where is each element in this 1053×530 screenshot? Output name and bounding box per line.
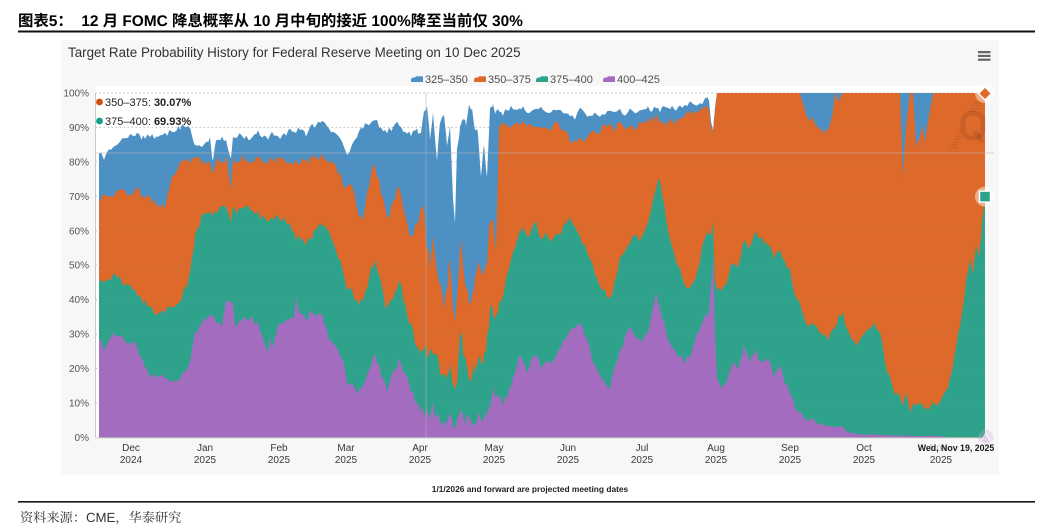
svg-text:10%: 10% [69, 399, 89, 410]
svg-text:2025: 2025 [705, 455, 728, 466]
svg-text:Jan: Jan [197, 443, 213, 454]
svg-text:Wed, Nov 19, 2025: Wed, Nov 19, 2025 [918, 443, 995, 453]
svg-text:2025: 2025 [930, 455, 953, 466]
svg-text:2025: 2025 [194, 455, 217, 466]
svg-text:2025: 2025 [631, 455, 654, 466]
svg-text:Feb: Feb [270, 443, 288, 454]
svg-text:40%: 40% [69, 295, 89, 306]
svg-text:Mar: Mar [337, 443, 355, 454]
svg-text:2025: 2025 [409, 455, 432, 466]
svg-text:100%: 100% [63, 89, 89, 100]
svg-text:400–425: 400–425 [617, 74, 660, 86]
svg-text:Dec: Dec [122, 443, 140, 454]
svg-text:2025: 2025 [335, 455, 358, 466]
svg-text:20%: 20% [69, 364, 89, 375]
svg-text:30%: 30% [69, 330, 89, 341]
svg-text:Jul: Jul [636, 443, 649, 454]
svg-text:60%: 60% [69, 226, 89, 237]
svg-text:2025: 2025 [853, 455, 876, 466]
svg-text:Aug: Aug [707, 443, 725, 454]
svg-text:2025: 2025 [779, 455, 802, 466]
svg-text:Oct: Oct [856, 443, 872, 454]
svg-text:325–350: 325–350 [425, 74, 468, 86]
svg-text:0%: 0% [75, 433, 90, 444]
svg-text:80%: 80% [69, 157, 89, 168]
svg-text:2025: 2025 [483, 455, 506, 466]
svg-text:375–400: 375–400 [550, 74, 593, 86]
svg-text:Nov: Nov [929, 443, 947, 454]
svg-text:1/1/2026 and forward are proje: 1/1/2026 and forward are projected meeti… [432, 484, 629, 494]
svg-text:Target Rate Probability Histor: Target Rate Probability History for Fede… [68, 45, 521, 60]
svg-text:375–400: 69.93%: 375–400: 69.93% [105, 116, 191, 128]
svg-text:Apr: Apr [412, 443, 428, 454]
svg-text:Sep: Sep [781, 443, 799, 454]
svg-text:350–375: 30.07%: 350–375: 30.07% [105, 97, 191, 109]
svg-text:May: May [485, 443, 504, 454]
svg-text:70%: 70% [69, 192, 89, 203]
svg-text:2025: 2025 [557, 455, 580, 466]
svg-text:350–375: 350–375 [488, 74, 531, 86]
svg-text:90%: 90% [69, 123, 89, 134]
svg-text:2024: 2024 [120, 455, 143, 466]
svg-text:50%: 50% [69, 261, 89, 272]
svg-text:2025: 2025 [268, 455, 291, 466]
svg-text:Jun: Jun [560, 443, 576, 454]
